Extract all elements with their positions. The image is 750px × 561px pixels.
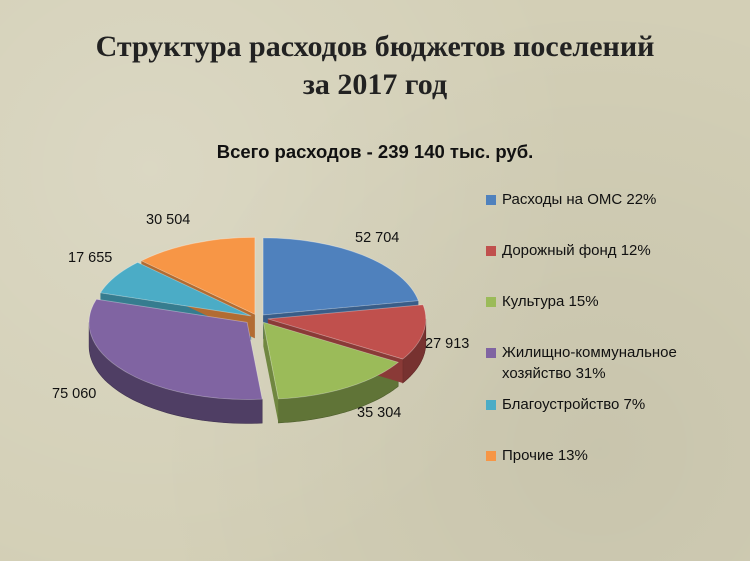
legend-label-1: Дорожный фонд 12% — [502, 242, 651, 259]
legend-swatch-4 — [486, 400, 496, 410]
pie-slice-3 — [88, 298, 263, 400]
data-label-5: 30 504 — [146, 212, 191, 228]
pie-slice-4 — [99, 261, 252, 317]
data-label-2: 35 304 — [357, 405, 402, 421]
pie-slices — [88, 236, 427, 400]
legend-swatch-3 — [486, 348, 496, 358]
legend-swatch-5 — [486, 451, 496, 461]
legend-label-5: Прочие 13% — [502, 447, 588, 464]
chart-title-line-1: Структура расходов бюджетов поселений — [95, 30, 655, 63]
data-label-1: 27 913 — [425, 336, 470, 352]
data-label-4: 17 655 — [68, 250, 113, 266]
legend-label-4: Благоустройство 7% — [502, 396, 646, 413]
data-label-0: 52 704 — [355, 230, 400, 246]
pie-slice-1 — [267, 304, 427, 360]
pie-slice-2 — [262, 321, 400, 400]
pie-cut-face-2-1 — [263, 322, 279, 423]
legend-swatch-1 — [486, 246, 496, 256]
chart-title: Структура расходов бюджетов поселений за… — [0, 28, 750, 104]
legend-swatch-0 — [486, 195, 496, 205]
pie-slice-0 — [262, 237, 419, 316]
legend-label-2: Культура 15% — [502, 293, 599, 310]
legend-swatch-2 — [486, 297, 496, 307]
chart-subtitle: Всего расходов - 239 140 тыс. руб. — [216, 141, 534, 162]
pie-slice-5 — [140, 236, 256, 315]
legend-label-0: Расходы на ОМС 22% — [502, 191, 657, 208]
data-label-3: 75 060 — [52, 386, 97, 402]
legend-label-3: Жилищно-коммунальное хозяйство 31% — [502, 344, 677, 382]
chart-title-line-2: за 2017 год — [302, 68, 448, 101]
